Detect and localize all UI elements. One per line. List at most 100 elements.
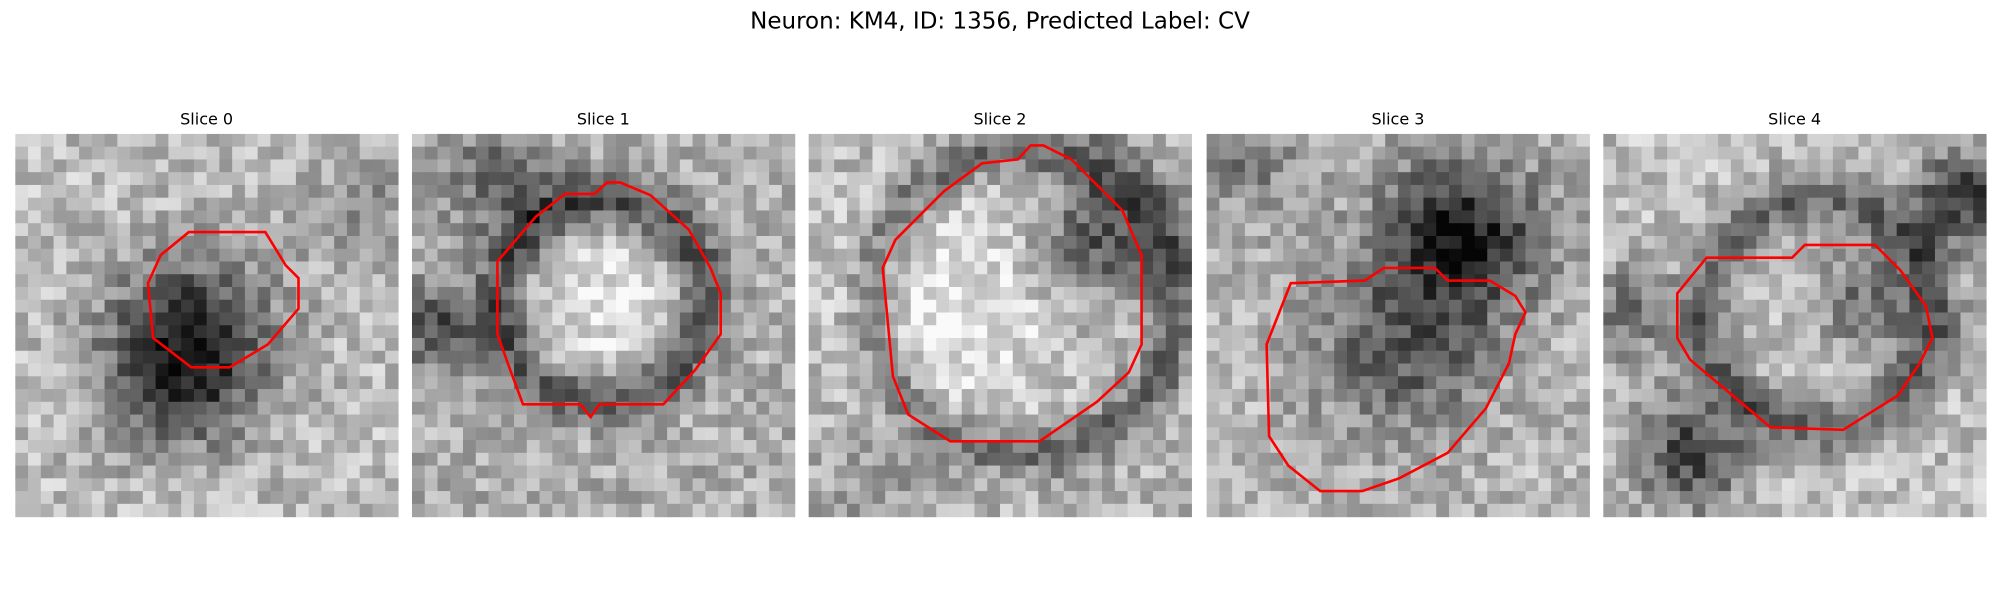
pixel — [321, 133, 335, 148]
pixel — [781, 248, 796, 263]
pixel — [1807, 235, 1821, 250]
pixel — [488, 427, 502, 441]
pixel — [1270, 452, 1284, 467]
pixel — [1820, 235, 1834, 250]
pixel — [232, 133, 246, 148]
pixel — [1346, 376, 1361, 390]
pixel — [1012, 376, 1027, 390]
pixel — [232, 235, 246, 250]
pixel — [565, 286, 579, 301]
pixel — [130, 159, 144, 173]
pixel — [885, 261, 899, 275]
pixel — [1947, 389, 1962, 403]
pixel — [821, 133, 835, 148]
pixel — [756, 146, 770, 161]
pixel — [641, 478, 655, 492]
pixel — [270, 274, 284, 288]
pixel — [1359, 440, 1374, 454]
pixel — [603, 312, 617, 326]
pixel — [91, 376, 106, 390]
pixel — [1102, 235, 1116, 250]
pixel — [1051, 184, 1065, 199]
pixel — [91, 261, 106, 275]
pixel — [488, 325, 502, 339]
pixel — [130, 286, 144, 301]
pixel — [385, 427, 399, 441]
pixel — [667, 350, 681, 365]
pixel — [1922, 389, 1936, 403]
pixel — [1807, 159, 1821, 173]
pixel — [1909, 223, 1923, 237]
pixel — [385, 440, 399, 454]
pixel — [539, 414, 553, 428]
pixel — [897, 286, 912, 301]
pixel — [743, 159, 757, 173]
pixel — [923, 146, 937, 161]
pixel — [1025, 286, 1039, 301]
pixel — [193, 261, 208, 275]
pixel — [155, 235, 169, 250]
pixel — [1487, 427, 1501, 441]
pixel — [885, 223, 899, 237]
pixel — [1576, 350, 1590, 365]
pixel — [628, 325, 643, 339]
pixel — [590, 491, 604, 505]
pixel — [1012, 503, 1027, 518]
pixel — [910, 325, 925, 339]
pixel — [1576, 491, 1590, 505]
pixel — [1232, 286, 1246, 301]
pixel — [142, 503, 157, 518]
pixel — [1436, 146, 1450, 161]
pixel — [1512, 261, 1527, 275]
pixel — [1883, 312, 1898, 326]
pixel — [1012, 172, 1027, 186]
pixel — [821, 248, 835, 263]
pixel — [1858, 350, 1872, 365]
pixel — [1730, 376, 1745, 390]
pixel — [1270, 159, 1284, 173]
pixel — [756, 286, 770, 301]
pixel — [1641, 210, 1655, 224]
pixel — [193, 325, 208, 339]
pixel — [1372, 376, 1386, 390]
pixel — [308, 427, 323, 441]
pixel — [1063, 172, 1078, 186]
pixel — [667, 299, 681, 314]
pixel — [718, 503, 732, 518]
pixel — [488, 299, 502, 314]
pixel — [781, 312, 796, 326]
pixel — [1947, 427, 1962, 441]
pixel — [743, 452, 757, 467]
pixel — [1705, 235, 1719, 250]
pixel — [1794, 440, 1808, 454]
pixel — [1165, 325, 1180, 339]
pixel — [411, 363, 426, 377]
pixel — [808, 414, 823, 428]
pixel — [526, 376, 541, 390]
pixel — [1845, 376, 1860, 390]
pixel — [1883, 350, 1898, 365]
pixel — [1960, 184, 1974, 199]
pixel — [910, 159, 925, 173]
pixel — [321, 274, 335, 288]
pixel — [219, 401, 233, 416]
pixel — [1461, 223, 1476, 237]
pixel — [15, 465, 29, 479]
pixel — [1781, 299, 1796, 314]
pixel — [1334, 172, 1348, 186]
pixel — [552, 465, 566, 479]
pixel — [450, 286, 464, 301]
pixel — [91, 478, 106, 492]
pixel — [1603, 146, 1617, 161]
pixel — [667, 146, 681, 161]
pixel — [1909, 133, 1923, 148]
pixel — [1563, 401, 1578, 416]
pixel — [372, 401, 386, 416]
pixel — [1705, 427, 1719, 441]
pixel — [1346, 210, 1361, 224]
pixel — [641, 389, 655, 403]
pixel — [1512, 427, 1527, 441]
pixel — [987, 338, 1001, 352]
pixel — [692, 184, 706, 199]
pixel — [577, 465, 592, 479]
